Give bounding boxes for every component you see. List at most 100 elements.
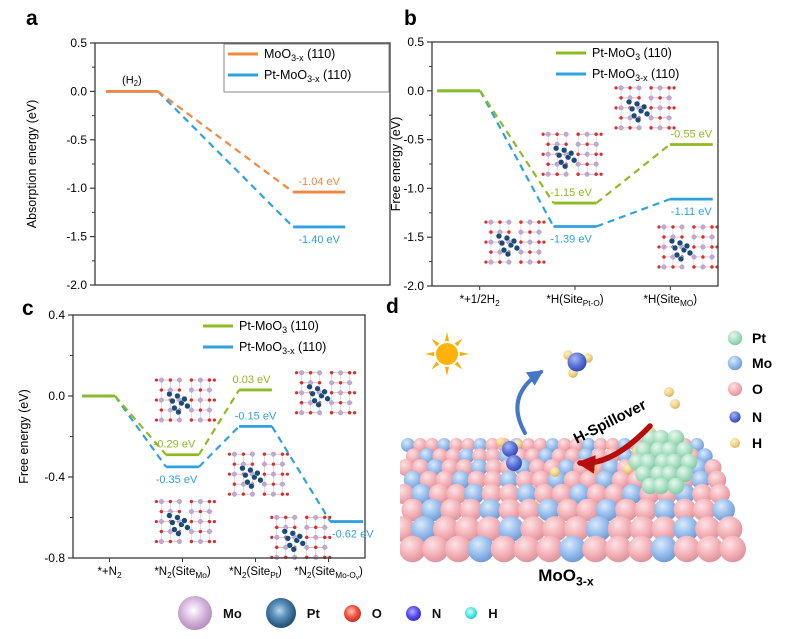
crystal-structure-inset: [227, 451, 290, 497]
legend-entry-label: Pt-MoO3-x (110): [592, 67, 679, 83]
h-spillover-arrow: [576, 423, 653, 474]
series-connector: [198, 425, 240, 468]
o-atom: [692, 483, 713, 505]
o-atom: [627, 535, 655, 563]
legend-mo-swatch: [727, 355, 743, 371]
series-connector: [596, 198, 671, 228]
crystal-structure-inset: [270, 514, 332, 560]
o-atom: [593, 438, 608, 452]
o-atom: [605, 535, 632, 563]
legend-o-swatch: [728, 382, 742, 396]
o-atom: [716, 516, 743, 542]
o-atom: [576, 498, 599, 522]
legend-h-swatch: [730, 438, 740, 448]
o-atom: [401, 498, 425, 522]
series-connector: [114, 395, 167, 468]
mo-atom: [420, 498, 444, 522]
series-connector: [479, 90, 555, 227]
pt-atom: [652, 477, 670, 495]
energy-value-label: 0.03 eV: [233, 374, 272, 386]
crystal-structure-inset: [484, 219, 546, 265]
atom-legend: Mo Pt O N H: [0, 591, 796, 635]
o-atom: [476, 516, 503, 542]
annotation-label: (H2): [122, 74, 142, 88]
surface-formula-label: MoO3-x: [538, 566, 594, 588]
o-atom: [542, 516, 568, 542]
mo-sphere-icon: [178, 596, 212, 630]
n-sphere-icon: [405, 605, 421, 621]
o-atom: [651, 516, 677, 542]
mo-atom: [537, 498, 561, 522]
crystal-structure-inset: [154, 377, 217, 423]
y-tick-label: 0.5: [70, 36, 87, 50]
o-atom: [564, 516, 590, 542]
legend-n-label: N: [752, 409, 762, 425]
x-tick-label: *+1/2H2: [460, 294, 500, 308]
mo-atom: [559, 535, 586, 563]
atom-legend-label: Pt: [306, 605, 320, 621]
o-atom: [605, 438, 620, 452]
y-axis-title: Free energy (eV): [390, 117, 403, 211]
atom-legend-label: O: [371, 605, 382, 621]
o-atom: [422, 535, 449, 563]
panel-label-c: c: [22, 297, 34, 320]
o-atom: [607, 516, 634, 542]
y-tick-label: -0.8: [44, 551, 65, 565]
crystal-structure-inset: [614, 85, 676, 131]
pt-atom: [676, 465, 693, 483]
x-tick-label: *H(SitePt-O): [546, 294, 603, 308]
pt-sphere-icon: [265, 598, 296, 628]
n-atom: [506, 455, 522, 471]
x-tick-label: *N2(SitePt): [229, 566, 282, 580]
energy-value-label: -0.62 eV: [332, 529, 374, 541]
h-sphere-icon: [465, 607, 478, 619]
legend-pt-swatch: [727, 330, 743, 346]
panel-label-d: d: [386, 295, 399, 318]
o-atom: [459, 498, 483, 522]
y-tick-label: 0.4: [48, 308, 65, 322]
h-atom: [496, 437, 506, 447]
series-connector: [157, 90, 294, 193]
nh3-molecule: [563, 350, 593, 378]
o-atom: [454, 516, 481, 542]
pt-nanoparticle: [628, 429, 698, 495]
legend-h-label: H: [752, 435, 762, 451]
legend-n-swatch: [729, 411, 741, 423]
n-atom: [567, 352, 587, 372]
series-connector: [595, 143, 671, 204]
y-tick-label: -0.5: [403, 133, 424, 147]
y-tick-label: -1.0: [66, 181, 87, 195]
o-atom: [490, 535, 518, 563]
mo-atom: [654, 498, 677, 522]
n-atom: [502, 441, 518, 457]
legend-entry-label: Pt-MoO3-x (110): [264, 68, 351, 84]
o-atom: [400, 535, 426, 563]
y-tick-label: -1.5: [66, 230, 87, 244]
o-atom: [673, 498, 697, 522]
mo-atom: [411, 516, 437, 542]
o-atom: [400, 516, 415, 542]
atom-legend-label: N: [431, 605, 442, 621]
o-atom: [634, 498, 658, 522]
atom-legend-item-mo: Mo: [178, 596, 242, 630]
o-atom: [582, 535, 609, 563]
energy-value-label: -0.35 eV: [156, 474, 198, 486]
y-tick-label: 0.0: [48, 389, 65, 403]
legend-entry-label: MoO3-x (110): [264, 47, 335, 63]
x-tick-label: *N2(SiteMo): [154, 566, 211, 580]
series-connector: [114, 395, 167, 456]
o-atom: [461, 438, 476, 452]
o-atom: [719, 535, 747, 563]
atom-legend-item-o: O: [343, 604, 382, 622]
legend-o-label: O: [752, 381, 763, 397]
series-connector: [197, 389, 241, 456]
legend-pt-label: Pt: [752, 330, 766, 346]
panel-label-a: a: [26, 7, 38, 30]
y-tick-label: -2.0: [66, 278, 87, 292]
o-atom: [413, 438, 428, 452]
o-atom: [481, 483, 502, 505]
crystal-structure-inset: [541, 131, 603, 177]
mo-atom: [401, 438, 415, 452]
o-atom: [673, 535, 701, 563]
